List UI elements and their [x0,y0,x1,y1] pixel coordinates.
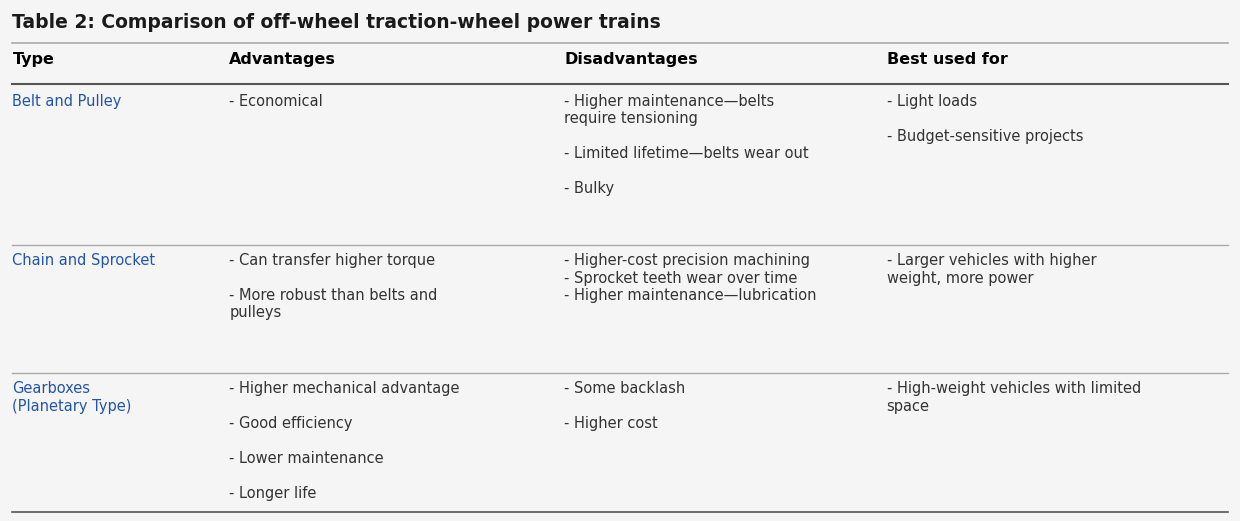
Text: Best used for: Best used for [887,52,1007,67]
Text: - Can transfer higher torque

- More robust than belts and
pulleys: - Can transfer higher torque - More robu… [229,253,438,320]
Text: - Light loads

- Budget-sensitive projects: - Light loads - Budget-sensitive project… [887,94,1083,144]
Text: Belt and Pulley: Belt and Pulley [12,94,122,109]
Text: - Larger vehicles with higher
weight, more power: - Larger vehicles with higher weight, mo… [887,253,1096,286]
Text: Chain and Sprocket: Chain and Sprocket [12,253,155,268]
Text: Advantages: Advantages [229,52,336,67]
Text: - Higher-cost precision machining
- Sprocket teeth wear over time
- Higher maint: - Higher-cost precision machining - Spro… [564,253,817,303]
Text: - Economical: - Economical [229,94,324,109]
Text: - High-weight vehicles with limited
space: - High-weight vehicles with limited spac… [887,381,1141,414]
Text: Disadvantages: Disadvantages [564,52,698,67]
Text: Gearboxes
(Planetary Type): Gearboxes (Planetary Type) [12,381,131,414]
Text: Type: Type [12,52,55,67]
Text: - Higher maintenance—belts
require tensioning

- Limited lifetime—belts wear out: - Higher maintenance—belts require tensi… [564,94,808,196]
Text: - Some backlash

- Higher cost: - Some backlash - Higher cost [564,381,686,431]
Text: Table 2: Comparison of off-wheel traction-wheel power trains: Table 2: Comparison of off-wheel tractio… [12,13,661,32]
Text: - Higher mechanical advantage

- Good efficiency

- Lower maintenance

- Longer : - Higher mechanical advantage - Good eff… [229,381,460,521]
